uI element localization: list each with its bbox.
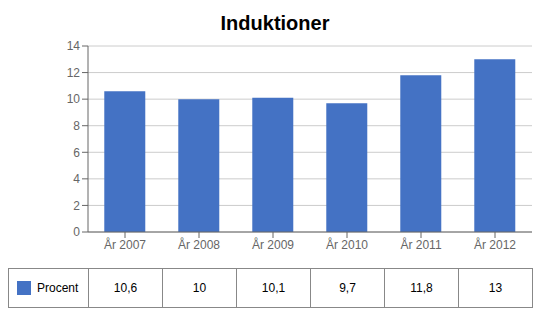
html-text:Procent: Procent bbox=[37, 281, 79, 295]
html-text:10: 10 bbox=[192, 281, 207, 295]
html-text:11,8: 11,8 bbox=[410, 281, 433, 295]
svg-text:6: 6 bbox=[73, 146, 80, 160]
svg-text:0: 0 bbox=[73, 225, 80, 239]
svg-text:År 2010: År 2010 bbox=[326, 237, 368, 252]
svg-text:År 2008: År 2008 bbox=[178, 237, 220, 252]
svg-text:14: 14 bbox=[67, 39, 81, 53]
html-text:10,6: 10,6 bbox=[113, 281, 138, 295]
svg-text:År 2009: År 2009 bbox=[252, 237, 294, 252]
svg-text:År 2012: År 2012 bbox=[474, 237, 516, 252]
svg-text:4: 4 bbox=[73, 172, 80, 186]
svg-text:12: 12 bbox=[67, 66, 81, 80]
svg-text:2: 2 bbox=[73, 199, 80, 213]
html-text:Induktioner: Induktioner bbox=[220, 12, 330, 34]
svg-text:År 2011: År 2011 bbox=[400, 237, 441, 252]
svg-text:10: 10 bbox=[67, 92, 81, 106]
html-text:10,1: 10,1 bbox=[261, 281, 286, 295]
svg-text:8: 8 bbox=[73, 119, 80, 133]
html-text:13: 13 bbox=[488, 281, 503, 295]
html-text:9,7: 9,7 bbox=[339, 281, 356, 295]
svg-text:År 2007: År 2007 bbox=[104, 237, 146, 252]
